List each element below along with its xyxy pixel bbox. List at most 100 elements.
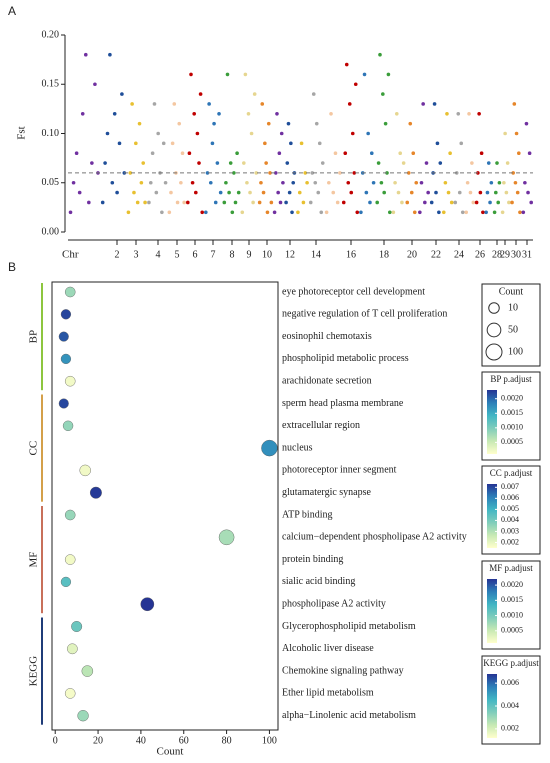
x-tick-label: 5 — [175, 249, 180, 260]
group-label: CC — [28, 441, 40, 456]
snp-point — [308, 200, 313, 205]
snp-point — [319, 210, 324, 215]
snp-point — [265, 210, 270, 215]
x-axis-label: Count — [157, 746, 184, 758]
snp-point — [269, 200, 274, 205]
colorbar-tick-label: 0.0005 — [501, 437, 523, 446]
snp-point — [135, 200, 140, 205]
snp-point — [112, 112, 117, 116]
snp-point — [243, 72, 248, 77]
snp-point — [388, 210, 392, 215]
snp-point — [228, 161, 233, 165]
term-dot — [64, 509, 76, 521]
snp-point — [175, 200, 180, 205]
snp-point — [453, 200, 458, 205]
term-dot — [77, 710, 89, 722]
snp-point — [457, 190, 462, 195]
x-tick-label: 100 — [262, 735, 277, 746]
snp-point — [504, 190, 509, 195]
group-label: MF — [28, 552, 40, 568]
snp-point — [474, 200, 479, 205]
snp-point — [362, 72, 367, 77]
snp-point — [141, 161, 146, 165]
snp-point — [344, 62, 349, 67]
snp-point — [335, 200, 340, 205]
x-tick-label: 9 — [247, 249, 252, 260]
x-tick-label: 28 — [492, 249, 502, 260]
y-axis-label: Fst — [16, 126, 28, 139]
x-tick-label: 18 — [379, 249, 389, 260]
x-tick-label: 2 — [115, 249, 120, 260]
x-tick-label: 10 — [262, 249, 272, 260]
snp-point — [285, 161, 290, 165]
snp-point — [343, 151, 348, 155]
snp-point — [376, 161, 381, 165]
snp-point — [189, 72, 193, 77]
legend-box — [481, 465, 541, 555]
snp-point — [180, 151, 185, 155]
x-tick-label: 6 — [193, 249, 198, 260]
snp-point — [478, 190, 483, 195]
snp-point — [352, 171, 357, 175]
term-dot — [64, 554, 76, 565]
snp-point — [353, 82, 358, 87]
snp-point — [320, 161, 325, 165]
snp-point — [248, 190, 252, 195]
snp-point — [268, 171, 272, 175]
snp-point — [338, 171, 342, 175]
snp-point — [311, 92, 316, 96]
snp-point — [456, 112, 461, 116]
snp-point — [264, 161, 268, 165]
term-label: photoreceptor inner segment — [282, 465, 397, 476]
snp-point — [314, 121, 319, 126]
snp-point — [369, 151, 374, 155]
colorbar-title: MF p.adjust — [489, 563, 533, 573]
snp-point — [426, 190, 430, 195]
snp-point — [87, 200, 91, 205]
snp-point — [190, 180, 195, 185]
term-dot — [60, 353, 72, 364]
snp-point — [419, 180, 424, 185]
snp-point — [208, 180, 213, 185]
snp-point — [441, 210, 446, 215]
snp-point — [471, 200, 476, 205]
colorbar-tick-label: 0.0015 — [501, 408, 523, 417]
term-dot — [89, 486, 102, 499]
snp-point — [492, 210, 497, 215]
x-tick-label: 40 — [136, 735, 146, 746]
x-tick-label: 30 — [511, 249, 521, 260]
snp-point — [333, 151, 338, 155]
term-label: nucleus — [282, 442, 313, 453]
snp-point — [502, 180, 506, 185]
x-tick-label: 4 — [156, 249, 161, 260]
snp-point — [464, 210, 469, 215]
snp-point — [303, 171, 308, 175]
snp-point — [215, 161, 220, 165]
x-tick-label: 0 — [53, 735, 58, 746]
snp-point — [460, 210, 465, 215]
snp-point — [526, 190, 530, 195]
snp-point — [435, 141, 440, 146]
snp-point — [510, 200, 514, 205]
snp-point — [424, 161, 429, 165]
x-tick-label: 20 — [407, 249, 417, 260]
colorbar-tick-label: 0.007 — [501, 482, 519, 491]
snp-point — [527, 151, 532, 155]
snp-point — [276, 190, 280, 195]
term-dot — [261, 439, 278, 457]
snp-point — [160, 210, 164, 215]
snp-point — [513, 180, 518, 185]
snp-point — [477, 112, 481, 116]
snp-point — [134, 141, 138, 146]
snp-point — [152, 102, 157, 106]
snp-point — [379, 180, 384, 185]
legend-size-circle — [485, 343, 503, 361]
x-tick-label: 29 — [500, 249, 510, 260]
snp-point — [286, 121, 291, 126]
x-axis-label: Chr — [62, 249, 79, 261]
snp-point — [279, 131, 284, 136]
snp-point — [296, 210, 300, 215]
term-label: protein binding — [282, 554, 343, 565]
snp-point — [485, 190, 490, 195]
snp-point — [496, 200, 501, 205]
